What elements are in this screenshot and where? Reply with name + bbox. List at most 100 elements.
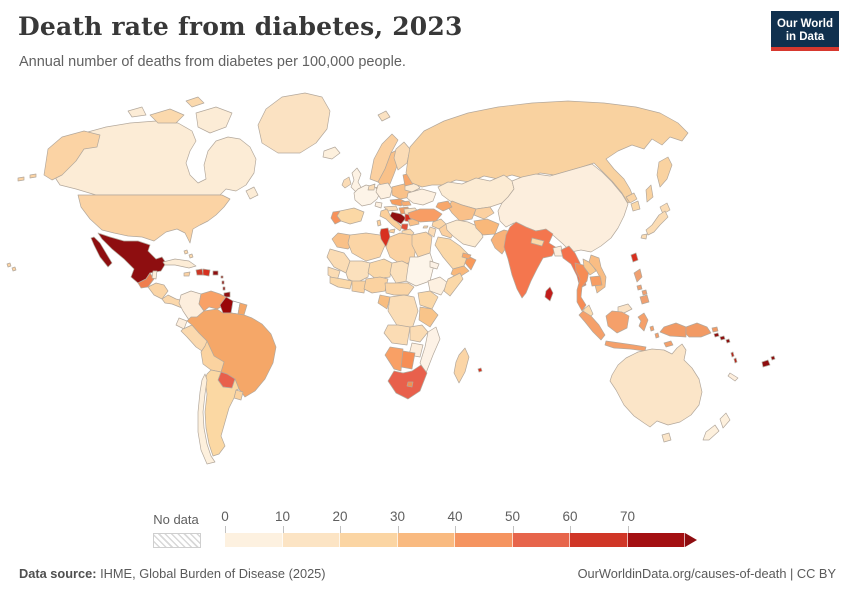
country-nigeria[interactable] bbox=[363, 276, 389, 294]
country-iran[interactable] bbox=[445, 219, 484, 248]
country-taiwan[interactable] bbox=[630, 252, 639, 263]
country-ukraine[interactable] bbox=[406, 188, 437, 206]
country-finland[interactable] bbox=[393, 141, 411, 171]
country-honduras-nicaragua[interactable] bbox=[147, 282, 169, 300]
country-cameroon-car[interactable] bbox=[384, 282, 415, 296]
country-guatemala[interactable] bbox=[137, 272, 155, 289]
country-japan-hokkaido[interactable] bbox=[659, 202, 671, 215]
country-japan-honshu[interactable] bbox=[645, 210, 669, 236]
country-jordan-israel[interactable] bbox=[427, 226, 437, 238]
country-vanuatu-1[interactable] bbox=[730, 351, 735, 358]
legend-no-data-swatch[interactable] bbox=[153, 533, 201, 548]
country-sulawesi[interactable] bbox=[637, 312, 649, 332]
country-timor[interactable] bbox=[663, 340, 674, 348]
country-lesser-antilles-1[interactable] bbox=[220, 275, 224, 279]
country-bahamas-1[interactable] bbox=[183, 249, 189, 255]
country-java[interactable] bbox=[604, 340, 647, 352]
country-puerto-rico[interactable] bbox=[212, 270, 219, 276]
country-philippines-visayas-1[interactable] bbox=[636, 284, 643, 291]
country-west-papua[interactable] bbox=[659, 322, 687, 338]
legend-bin-10-20[interactable] bbox=[282, 533, 340, 547]
country-sakhalin[interactable] bbox=[645, 184, 654, 203]
country-gabon-congo[interactable] bbox=[377, 294, 391, 310]
country-papua-new-guinea[interactable] bbox=[685, 322, 712, 338]
country-chile[interactable] bbox=[197, 373, 216, 465]
country-italy[interactable] bbox=[379, 208, 403, 232]
country-brazil[interactable] bbox=[186, 308, 277, 398]
country-sumatra[interactable] bbox=[578, 310, 606, 341]
country-angola[interactable] bbox=[383, 324, 411, 346]
country-madagascar[interactable] bbox=[453, 347, 470, 384]
country-spain[interactable] bbox=[336, 207, 365, 225]
country-haiti[interactable] bbox=[195, 268, 204, 276]
country-iceland[interactable] bbox=[322, 146, 341, 160]
country-caucasus[interactable] bbox=[435, 200, 453, 212]
country-mozambique[interactable] bbox=[419, 326, 441, 374]
country-new-zealand-south[interactable] bbox=[702, 424, 720, 441]
country-hawaii-2[interactable] bbox=[11, 266, 17, 272]
country-arctic-island-baffin[interactable] bbox=[195, 106, 233, 134]
country-japan-kyushu[interactable] bbox=[640, 233, 648, 240]
country-arctic-island-banks[interactable] bbox=[149, 108, 185, 124]
country-lesser-antilles-3[interactable] bbox=[222, 286, 226, 291]
country-philippines-visayas-2[interactable] bbox=[641, 289, 648, 296]
country-alaska[interactable] bbox=[43, 130, 101, 181]
country-argentina[interactable] bbox=[204, 369, 240, 457]
legend-bin-30-40[interactable] bbox=[397, 533, 455, 547]
country-hawaii-1[interactable] bbox=[6, 262, 12, 268]
country-malaysia-borneo[interactable] bbox=[617, 303, 633, 314]
credit-link[interactable]: OurWorldinData.org/causes-of-death bbox=[577, 566, 787, 581]
legend-bin-20-30[interactable] bbox=[340, 533, 398, 547]
country-cyprus[interactable] bbox=[422, 225, 429, 229]
country-kamchatka[interactable] bbox=[656, 156, 673, 188]
country-oman[interactable] bbox=[464, 255, 477, 271]
country-new-zealand-north[interactable] bbox=[719, 412, 731, 429]
country-south-africa[interactable] bbox=[387, 364, 428, 400]
country-mexico[interactable] bbox=[97, 232, 167, 284]
legend-bin-0-10[interactable] bbox=[225, 533, 283, 547]
country-kyrgyzstan-tajikistan[interactable] bbox=[473, 206, 495, 220]
country-moluccas-2[interactable] bbox=[654, 332, 660, 339]
country-slovakia[interactable] bbox=[400, 200, 412, 207]
country-botswana[interactable] bbox=[400, 350, 416, 370]
country-canada[interactable] bbox=[53, 120, 257, 196]
country-sardinia[interactable] bbox=[376, 219, 382, 227]
country-greenland[interactable] bbox=[257, 92, 331, 154]
country-french-guiana[interactable] bbox=[237, 302, 248, 316]
country-arctic-island-victoria[interactable] bbox=[127, 106, 147, 118]
country-jamaica[interactable] bbox=[183, 271, 191, 277]
country-newfoundland[interactable] bbox=[245, 186, 259, 200]
country-philippines-mindanao[interactable] bbox=[639, 294, 650, 305]
country-arctic-island-ellesmere[interactable] bbox=[185, 96, 205, 108]
country-aleutians-2[interactable] bbox=[17, 176, 25, 182]
country-somalia[interactable] bbox=[443, 272, 464, 297]
country-moluccas-1[interactable] bbox=[649, 325, 655, 332]
legend-bin-50-60[interactable] bbox=[512, 533, 570, 547]
country-portugal[interactable] bbox=[330, 210, 342, 225]
country-west-africa-coast[interactable] bbox=[329, 276, 353, 290]
country-dominican-republic[interactable] bbox=[202, 268, 211, 277]
legend-bin-60-70[interactable] bbox=[570, 533, 628, 547]
country-solomon-1[interactable] bbox=[713, 332, 720, 338]
country-svalbard[interactable] bbox=[377, 110, 391, 122]
country-cambodia[interactable] bbox=[589, 275, 603, 287]
country-zambia[interactable] bbox=[409, 324, 429, 343]
country-baja-california[interactable] bbox=[90, 236, 113, 268]
country-new-caledonia[interactable] bbox=[727, 372, 739, 382]
country-cuba[interactable] bbox=[162, 258, 197, 269]
country-usa[interactable] bbox=[77, 194, 231, 244]
country-mauritius[interactable] bbox=[477, 367, 483, 373]
country-ireland[interactable] bbox=[341, 176, 352, 189]
country-switzerland[interactable] bbox=[374, 201, 383, 209]
country-tanzania[interactable] bbox=[418, 306, 439, 328]
country-india[interactable] bbox=[503, 221, 558, 299]
country-germany[interactable] bbox=[375, 182, 393, 200]
country-dr-congo[interactable] bbox=[387, 294, 419, 330]
country-solomon-3[interactable] bbox=[725, 338, 731, 344]
country-belize[interactable] bbox=[151, 270, 158, 280]
country-tasmania[interactable] bbox=[661, 432, 672, 443]
country-solomon-2[interactable] bbox=[719, 335, 726, 341]
country-philippines-luzon[interactable] bbox=[633, 268, 643, 283]
country-australia[interactable] bbox=[609, 343, 703, 428]
legend-bin-70+[interactable] bbox=[627, 533, 685, 547]
